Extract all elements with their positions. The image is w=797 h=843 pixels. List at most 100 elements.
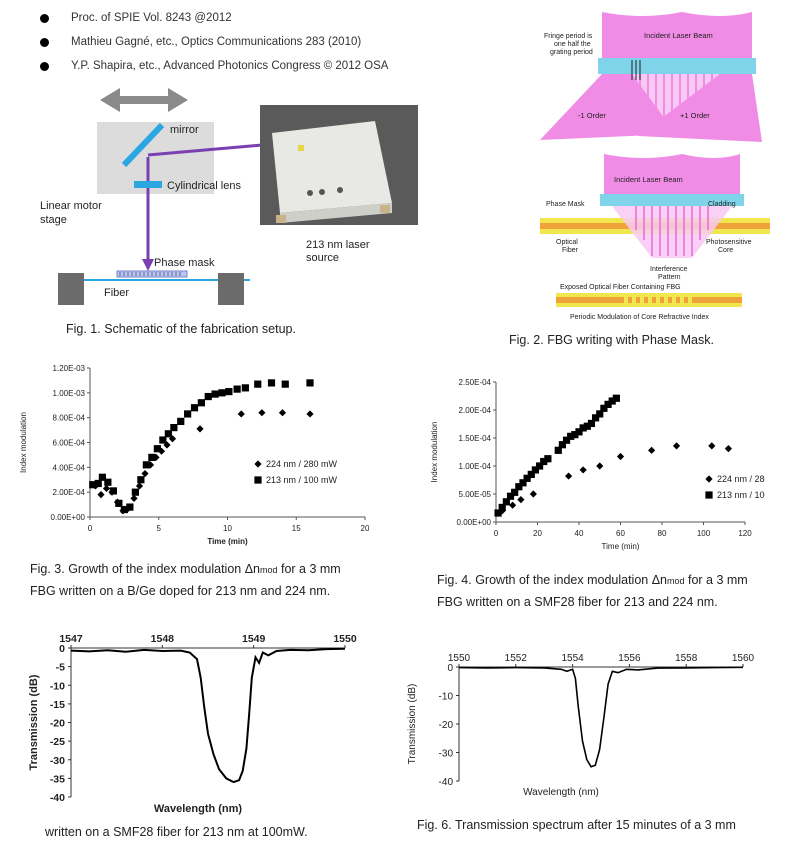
laser-box — [272, 121, 392, 213]
data-point-square — [204, 392, 212, 401]
double-arrow-icon — [100, 88, 188, 112]
cylindrical-lens — [134, 181, 162, 188]
x-tick-label: 0 — [494, 529, 499, 538]
y-tick-label: -15 — [50, 699, 65, 711]
label-interference-2: Pattern — [658, 274, 681, 281]
y-tick-label: -20 — [439, 720, 454, 731]
y-tick-label: 1.00E-03 — [53, 389, 86, 398]
reference-text: Proc. of SPIE Vol. 8243 @2012 — [71, 12, 232, 24]
x-tick-label: 10 — [223, 524, 232, 533]
y-tick-label: 6.00E-04 — [53, 439, 86, 448]
label-optical-2: Fiber — [562, 247, 579, 254]
y-tick-label: -30 — [50, 755, 65, 767]
data-point-square — [531, 466, 540, 474]
data-point-square — [120, 505, 128, 514]
data-point-diamond — [672, 442, 681, 450]
y-tick-label: 0 — [59, 643, 65, 655]
incident-beam-top — [602, 12, 752, 60]
fig2-caption: Fig. 2. FBG writing with Phase Mask. — [509, 333, 714, 347]
x-tick-label: 1550 — [448, 653, 471, 664]
spectrum-line — [458, 666, 744, 768]
data-point-square — [225, 387, 233, 396]
data-point-square — [241, 384, 249, 392]
x-axis-label: Time (min) — [602, 542, 640, 551]
x-tick-label: 1554 — [561, 653, 584, 664]
label-exposed-fiber: Exposed Optical Fiber Containing FBG — [560, 284, 681, 291]
data-point-square — [177, 417, 185, 425]
data-point-square — [540, 457, 548, 466]
warning-label-icon — [298, 145, 304, 151]
y-tick-label: 1.20E-03 — [53, 364, 86, 373]
data-point-square — [579, 424, 587, 432]
x-tick-label: 60 — [616, 529, 625, 538]
fig6-caption: Fig. 6. Transmission spectrum after 15 m… — [417, 818, 736, 832]
fig4-caption-line2: FBG written on a SMF28 fiber for 213 and… — [437, 595, 718, 609]
data-point-square — [587, 419, 596, 428]
label-fringe-3: grating period — [550, 49, 593, 56]
x-tick-label: 40 — [575, 529, 584, 538]
data-point-square — [109, 487, 117, 495]
arrow-down-icon — [142, 259, 154, 271]
bullet-icon — [40, 13, 49, 23]
data-point-square — [604, 400, 612, 408]
x-tick-label: 1550 — [333, 633, 357, 645]
data-point-diamond — [102, 484, 111, 493]
y-axis-label: Index modulation — [430, 422, 439, 483]
data-point-square — [583, 422, 591, 430]
data-point-diamond — [135, 482, 144, 490]
x-tick-label: 120 — [738, 529, 752, 538]
data-point-square — [126, 503, 134, 511]
data-point-diamond — [258, 409, 266, 417]
fiber-clamp-right — [218, 273, 244, 305]
data-point-square — [131, 488, 139, 496]
y-axis-label: Index modulation — [19, 412, 28, 473]
x-tick-label: 1548 — [151, 633, 175, 645]
data-point-square — [608, 397, 616, 405]
label-plus-order: +1 Order — [680, 111, 710, 120]
legend-entry: 213 nm / 100 mW — [717, 490, 765, 500]
data-point-square — [104, 478, 112, 486]
fig1-schematic: mirror Cylindrical lens Linear motor sta… — [40, 88, 418, 305]
data-point-square — [612, 394, 620, 402]
y-tick-label: 5.00E-05 — [459, 490, 492, 499]
x-tick-label: 1560 — [732, 653, 755, 664]
label-laser-source-1: 213 nm laser — [306, 239, 370, 251]
data-point-square — [544, 455, 552, 463]
spectrum-line — [70, 647, 346, 784]
data-point-square — [184, 410, 192, 418]
data-point-diamond — [509, 501, 517, 509]
fig4-caption: Fig. 4. Growth of the index modulation Δ… — [437, 570, 748, 613]
legend-entry: 224 nm / 280 mW — [266, 459, 338, 469]
reference-text: Mathieu Gagné, etc., Optics Communicatio… — [71, 36, 362, 48]
data-point-square — [502, 498, 510, 506]
label-cladding: Cladding — [708, 201, 736, 208]
x-tick-label: 1547 — [59, 633, 83, 645]
data-point-square — [281, 380, 289, 388]
data-point-square — [562, 436, 571, 444]
label-cylindrical-lens: Cylindrical lens — [167, 180, 241, 192]
y-tick-label: -25 — [50, 736, 65, 748]
data-point-square — [170, 424, 178, 432]
data-point-square — [571, 431, 579, 439]
label-fiber: Fiber — [104, 287, 129, 299]
data-point-diamond — [565, 472, 573, 480]
data-point-square — [527, 470, 535, 478]
y-axis-label: Transmission (dB) — [407, 684, 418, 765]
fig3-caption: Fig. 3. Growth of the index modulation Δ… — [30, 559, 341, 602]
data-point-square — [600, 404, 608, 412]
y-tick-label: 8.00E-04 — [53, 414, 86, 423]
y-tick-label: -30 — [439, 749, 454, 760]
data-point-diamond — [254, 460, 262, 468]
data-point-square — [515, 483, 523, 491]
incident-beam-bottom — [604, 154, 740, 194]
y-tick-label: 1.00E-04 — [459, 462, 492, 471]
data-point-square — [596, 410, 604, 418]
data-point-square — [148, 453, 156, 461]
data-point-square — [159, 436, 167, 444]
y-tick-label: 2.50E-04 — [459, 378, 492, 387]
label-interference-1: Interference — [650, 266, 687, 273]
data-point-square — [567, 432, 575, 440]
data-point-square — [98, 473, 106, 481]
data-point-square — [89, 481, 97, 489]
reference-text: Y.P. Shapira, etc., Advanced Photonics C… — [71, 60, 389, 72]
